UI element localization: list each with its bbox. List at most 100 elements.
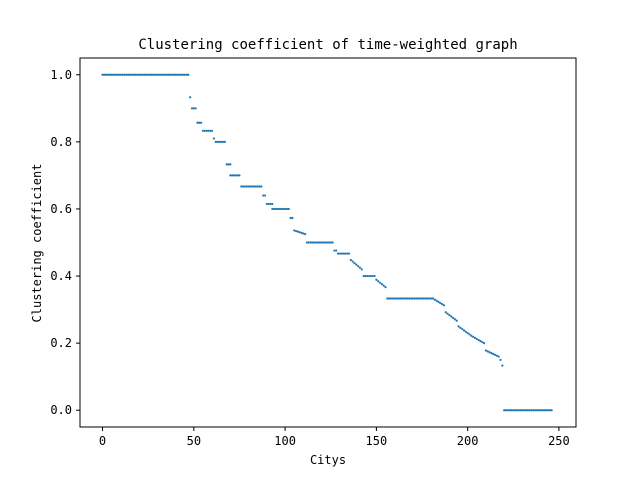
data-point (289, 216, 292, 220)
data-point (521, 409, 524, 412)
data-point (258, 185, 261, 188)
data-point (249, 185, 252, 188)
data-point (532, 409, 535, 412)
data-point (459, 326, 462, 329)
data-point (431, 297, 435, 300)
data-point (446, 312, 449, 315)
data-point (472, 335, 475, 338)
data-point (236, 174, 239, 177)
data-point (369, 274, 372, 278)
data-point (225, 163, 228, 166)
data-point (342, 252, 345, 255)
data-point (395, 297, 398, 300)
data-point (528, 409, 531, 412)
data-point (251, 185, 254, 188)
data-point (218, 140, 221, 143)
data-point (468, 333, 471, 336)
data-point (462, 329, 466, 332)
data-point (327, 241, 331, 244)
data-point (353, 261, 356, 265)
data-point (437, 300, 440, 303)
data-point (399, 297, 402, 300)
data-point (512, 409, 515, 412)
data-point (537, 409, 540, 412)
data-point (209, 129, 212, 132)
x-tick-label: 100 (274, 434, 296, 448)
data-point (174, 73, 177, 76)
data-point (382, 284, 385, 287)
y-axis: 0.0 0.2 0.4 0.6 0.8 1.0 (50, 68, 80, 417)
data-point (196, 121, 199, 124)
data-point (273, 207, 276, 211)
data-point (143, 73, 146, 76)
data-point (324, 241, 327, 244)
data-point (267, 202, 270, 206)
data-point (355, 263, 358, 266)
data-point (179, 73, 183, 76)
data-point (488, 351, 491, 354)
data-point (119, 73, 122, 76)
data-point (495, 354, 498, 357)
data-point (172, 73, 175, 76)
data-point (360, 268, 363, 271)
data-point (373, 274, 376, 278)
data-point (214, 140, 217, 143)
data-point (397, 297, 400, 300)
y-tick-label: 0.0 (50, 403, 72, 417)
data-point (313, 241, 316, 244)
data-point (519, 409, 522, 412)
data-point (116, 73, 119, 76)
data-point (220, 140, 223, 143)
data-point (435, 299, 438, 302)
data-point (223, 140, 226, 143)
data-point (263, 194, 267, 197)
data-point (234, 174, 237, 177)
data-point (530, 409, 533, 412)
data-point (466, 331, 469, 335)
data-point (282, 207, 285, 211)
data-point (514, 409, 517, 412)
data-point (271, 207, 274, 211)
data-point (422, 297, 425, 300)
data-point (508, 409, 511, 412)
data-point (541, 409, 544, 412)
data-point (136, 73, 139, 76)
data-point (320, 241, 323, 244)
data-point (393, 297, 396, 300)
data-point (271, 202, 274, 206)
data-point (112, 73, 115, 76)
data-point (464, 330, 467, 333)
data-point (366, 274, 369, 278)
data-point (413, 297, 416, 300)
data-point (137, 73, 141, 76)
data-point (539, 409, 542, 412)
data-point (481, 340, 484, 344)
data-point (300, 231, 303, 234)
data-point (546, 409, 550, 412)
data-point (510, 409, 513, 412)
data-point (486, 350, 489, 353)
data-point (161, 73, 164, 76)
data-point (492, 352, 495, 356)
data-point (526, 409, 530, 412)
data-point (493, 353, 497, 356)
data-point (150, 73, 153, 76)
data-point (453, 318, 456, 321)
data-point (490, 352, 493, 355)
data-point (400, 297, 404, 300)
data-point (296, 230, 299, 233)
data-point (106, 73, 110, 76)
data-point (287, 207, 290, 211)
data-point (441, 303, 444, 306)
data-point (433, 298, 436, 301)
data-point (159, 73, 163, 76)
data-point (408, 297, 411, 300)
data-point (384, 286, 387, 289)
data-point (371, 274, 374, 278)
data-point (105, 73, 108, 76)
data-point (362, 274, 365, 278)
x-axis-label: Citys (310, 453, 346, 467)
data-point (170, 73, 174, 76)
data-point (430, 297, 433, 300)
